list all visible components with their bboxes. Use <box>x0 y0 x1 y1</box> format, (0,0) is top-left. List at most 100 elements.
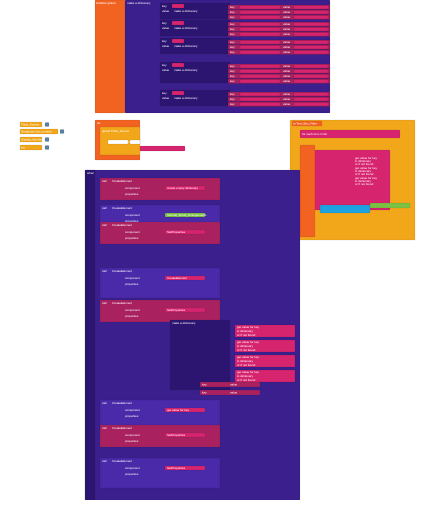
call-row[interactable] <box>99 299 221 323</box>
key-text[interactable] <box>239 74 281 79</box>
value-text[interactable] <box>293 5 329 10</box>
pair[interactable] <box>199 381 261 388</box>
block-label: initialize global <box>96 1 116 5</box>
nested-dictionary[interactable] <box>159 61 231 84</box>
block-label: value <box>283 45 291 49</box>
value-text[interactable] <box>293 102 329 107</box>
lookup[interactable] <box>234 354 296 368</box>
value-text[interactable] <box>293 69 329 74</box>
block-label: CreateElement <box>167 276 187 280</box>
value-text[interactable] <box>293 22 329 27</box>
key-text[interactable] <box>239 27 281 32</box>
key-text[interactable] <box>239 45 281 50</box>
value-text[interactable] <box>293 97 329 102</box>
block-label: SetProperties <box>167 308 186 312</box>
pair[interactable] <box>199 389 261 396</box>
block-label: global Thick_Source <box>102 129 129 133</box>
block-label: key <box>230 79 235 83</box>
block-label: value <box>283 27 291 31</box>
key-text[interactable] <box>239 40 281 45</box>
event-bar[interactable] <box>84 169 96 501</box>
lookup[interactable] <box>234 369 296 383</box>
variable[interactable] <box>19 136 43 143</box>
value-text[interactable] <box>293 45 329 50</box>
key-text[interactable] <box>239 102 281 107</box>
key-text[interactable] <box>239 5 281 10</box>
item-text[interactable] <box>129 139 141 145</box>
call-row[interactable] <box>99 424 221 448</box>
key-text[interactable] <box>171 62 185 68</box>
value-text[interactable] <box>293 79 329 84</box>
global-init[interactable] <box>94 0 126 114</box>
value-text[interactable] <box>293 15 329 20</box>
nested-dictionary[interactable] <box>169 319 231 391</box>
value-text[interactable] <box>293 50 329 55</box>
variable-value[interactable] <box>44 145 50 150</box>
key-text[interactable] <box>239 79 281 84</box>
key-text[interactable] <box>239 97 281 102</box>
call-row[interactable] <box>99 177 221 201</box>
lookup[interactable] <box>234 339 296 353</box>
key-text[interactable] <box>239 32 281 37</box>
key-text[interactable] <box>239 50 281 55</box>
block-label: value <box>283 74 291 78</box>
value-text[interactable] <box>293 40 329 45</box>
value-text[interactable] <box>293 10 329 15</box>
variable-value[interactable] <box>44 137 50 142</box>
variable[interactable] <box>19 128 59 135</box>
value-text[interactable] <box>293 74 329 79</box>
loop-body[interactable] <box>299 144 316 238</box>
key-text[interactable] <box>171 20 185 26</box>
key-text[interactable] <box>239 15 281 20</box>
block-label: create empty dictionary <box>167 186 199 190</box>
block-label: make a dictionary <box>174 26 198 30</box>
math[interactable] <box>319 204 371 214</box>
variable-name: list <box>21 145 25 149</box>
block-label: call <box>102 179 107 183</box>
block-label: get value for key <box>167 408 190 412</box>
block-label: key <box>162 91 167 95</box>
variable[interactable] <box>19 121 43 128</box>
key-text[interactable] <box>239 10 281 15</box>
block-label: CreateElement <box>112 206 132 210</box>
block-label: key <box>230 40 235 44</box>
block-label: get value for key <box>237 370 260 374</box>
call-block[interactable] <box>139 145 186 152</box>
dict-lookup[interactable] <box>314 149 391 211</box>
argument[interactable] <box>164 212 206 218</box>
block-label: CreateElement <box>112 301 132 305</box>
key-text[interactable] <box>171 38 185 44</box>
key-text[interactable] <box>239 92 281 97</box>
block-label: or if not found <box>237 348 256 352</box>
argument[interactable] <box>164 307 206 313</box>
key-text[interactable] <box>239 69 281 74</box>
argument[interactable] <box>164 275 206 281</box>
compare[interactable] <box>369 202 411 209</box>
call-row[interactable] <box>99 457 221 489</box>
key-text[interactable] <box>239 64 281 69</box>
lookup[interactable] <box>234 324 296 338</box>
variable-value[interactable] <box>59 129 65 134</box>
argument[interactable] <box>164 185 206 191</box>
proc-header[interactable] <box>291 120 323 127</box>
argument[interactable] <box>164 465 206 471</box>
key-text[interactable] <box>171 3 185 9</box>
foreach[interactable] <box>299 129 401 139</box>
value-text[interactable] <box>293 27 329 32</box>
block-label: call <box>102 401 107 405</box>
call-row[interactable] <box>99 267 221 299</box>
variable-value[interactable] <box>44 122 50 127</box>
block-label: CreateElement <box>112 179 132 183</box>
argument[interactable] <box>164 432 206 438</box>
variable[interactable] <box>19 144 43 151</box>
block-label: or if not found <box>237 333 256 337</box>
item-text[interactable] <box>107 139 129 145</box>
key-text[interactable] <box>239 22 281 27</box>
value-text[interactable] <box>293 32 329 37</box>
argument[interactable] <box>164 229 206 235</box>
value-text[interactable] <box>293 64 329 69</box>
call-row[interactable] <box>99 221 221 245</box>
key-text[interactable] <box>171 90 185 96</box>
argument[interactable] <box>164 407 206 413</box>
value-text[interactable] <box>293 92 329 97</box>
